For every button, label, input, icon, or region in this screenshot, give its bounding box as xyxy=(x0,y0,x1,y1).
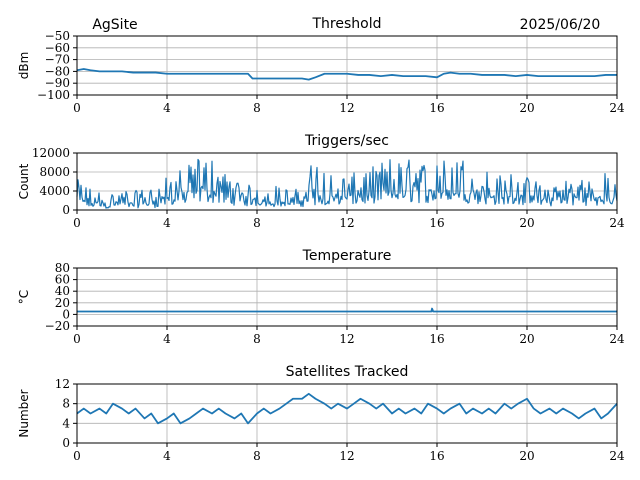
x-tick-label: 20 xyxy=(519,216,534,230)
x-tick-label: 24 xyxy=(609,216,625,230)
y-tick-label: 60 xyxy=(55,273,70,287)
x-tick-label: 8 xyxy=(253,101,261,115)
series-line xyxy=(77,307,617,313)
x-tick-label: 16 xyxy=(429,216,444,230)
y-tick-label: −70 xyxy=(45,53,70,67)
x-tick-label: 12 xyxy=(339,101,354,115)
x-tick-label: 20 xyxy=(519,449,534,463)
x-tick-label: 20 xyxy=(519,332,534,346)
chart-title: Satellites Tracked xyxy=(286,364,409,380)
x-tick-label: 4 xyxy=(163,101,171,115)
y-tick-label: −100 xyxy=(37,88,70,102)
chart-title: Triggers/sec xyxy=(304,133,389,149)
x-tick-label: 12 xyxy=(339,449,354,463)
y-axis-label: Count xyxy=(17,163,31,199)
x-tick-label: 16 xyxy=(429,101,444,115)
series-line xyxy=(76,392,618,425)
y-tick-label: 0 xyxy=(62,436,70,450)
x-tick-label: 16 xyxy=(429,332,444,346)
y-tick-label: 0 xyxy=(62,203,70,217)
y-tick-label: −20 xyxy=(45,319,70,333)
series-line xyxy=(76,68,617,81)
x-tick-label: 20 xyxy=(519,101,534,115)
y-axis-label: dBm xyxy=(17,52,31,80)
x-tick-label: 24 xyxy=(609,332,625,346)
series-line xyxy=(76,158,618,209)
y-tick-label: 4000 xyxy=(39,184,70,198)
site-label: AgSite xyxy=(92,17,137,33)
panel-1: 0 4 8 12 16 20 24 −100−90−80−70−60−50 Threshold d… xyxy=(17,16,625,115)
x-tick-label: 8 xyxy=(253,216,261,230)
x-tick-label: 16 xyxy=(429,449,444,463)
y-tick-label: 4 xyxy=(62,416,70,430)
x-tick-label: 0 xyxy=(73,332,81,346)
x-tick-label: 4 xyxy=(163,216,171,230)
x-tick-label: 24 xyxy=(609,449,625,463)
y-tick-label: −50 xyxy=(45,29,70,43)
x-tick-label: 4 xyxy=(163,449,171,463)
x-tick-label: 12 xyxy=(339,332,354,346)
y-tick-label: 12000 xyxy=(32,146,70,160)
y-tick-label: 8000 xyxy=(39,165,70,179)
panels: 0 4 8 12 16 20 24 −100−90−80−70−60−50 Threshold d… xyxy=(17,16,625,463)
y-tick-label: −90 xyxy=(45,76,70,90)
x-tick-label: 8 xyxy=(253,449,261,463)
y-tick-label: −80 xyxy=(45,64,70,78)
x-tick-label: 0 xyxy=(73,449,81,463)
y-tick-label: 8 xyxy=(62,397,70,411)
chart-title: Threshold xyxy=(312,16,382,32)
x-tick-label: 24 xyxy=(609,101,625,115)
y-axis-label: °C xyxy=(17,290,31,304)
y-axis-label: Number xyxy=(17,389,31,437)
y-tick-label: 20 xyxy=(55,296,70,310)
date-label: 2025/06/20 xyxy=(520,17,601,33)
y-tick-label: 80 xyxy=(55,261,70,275)
y-tick-label: 12 xyxy=(55,377,70,391)
chart-title: Temperature xyxy=(302,248,392,264)
x-tick-label: 8 xyxy=(253,332,261,346)
x-tick-label: 0 xyxy=(73,216,81,230)
y-tick-label: −60 xyxy=(45,41,70,55)
y-tick-label: 0 xyxy=(62,307,70,321)
panel-4: 0 4 8 12 16 20 24 0 4 8 12 Satellites Tracked Number xyxy=(17,364,625,463)
panel-2: 0 4 8 12 16 20 24 0 4000 8000 12000 Triggers/sec Cou… xyxy=(17,133,625,230)
x-tick-label: 0 xyxy=(73,101,81,115)
x-tick-label: 12 xyxy=(339,216,354,230)
x-tick-label: 4 xyxy=(163,332,171,346)
y-tick-label: 40 xyxy=(55,284,70,298)
